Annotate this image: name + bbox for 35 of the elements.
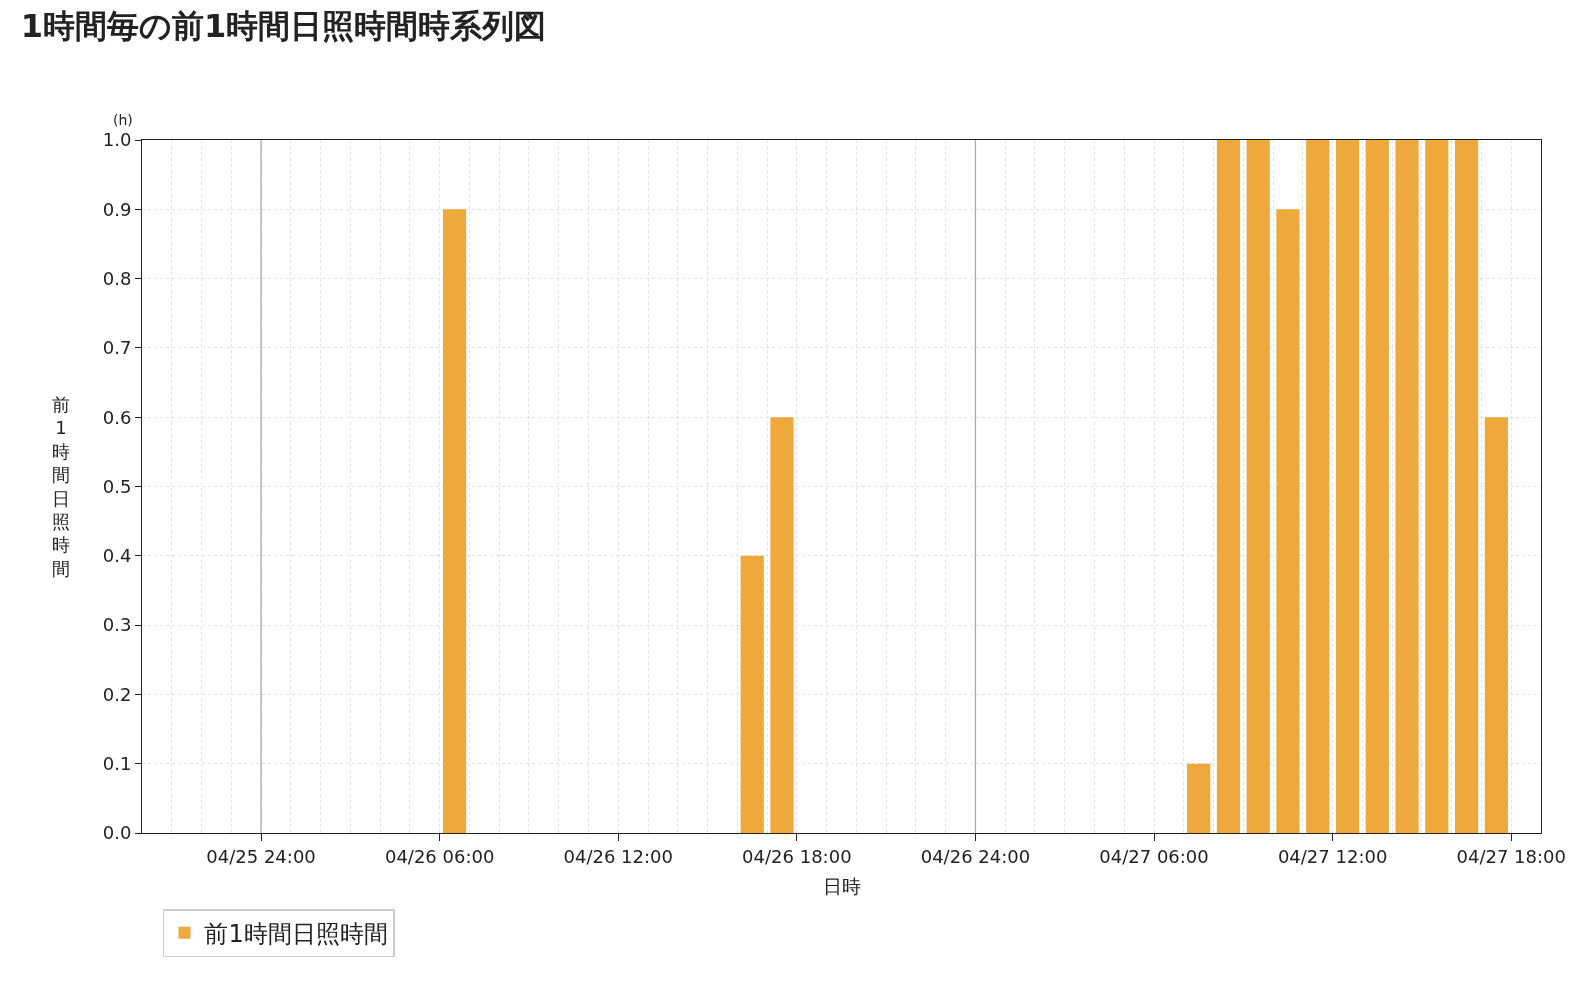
legend-label: 前1時間日照時間	[204, 920, 388, 949]
bar	[1484, 417, 1508, 833]
bar	[1187, 763, 1211, 833]
x-tick-label: 04/27 18:00	[1456, 845, 1566, 867]
x-tick-label: 04/27 06:00	[1099, 845, 1209, 867]
y-tick-label: 0.5	[102, 475, 132, 497]
bar	[1454, 140, 1479, 833]
y-tick-label: 0.0	[102, 822, 132, 844]
y-tick-label: 0.8	[102, 267, 132, 289]
chart-title: 1時間毎の前1時間日照時間時系列図	[20, 7, 547, 46]
y-axis-title: 前1時間日照時間	[52, 394, 70, 579]
x-axis-title: 日時	[822, 875, 861, 898]
x-tick-label: 04/26 18:00	[742, 845, 852, 867]
y-tick-label: 0.7	[102, 337, 132, 359]
y-tick-label: 0.6	[102, 406, 132, 428]
x-tick-label: 04/26 06:00	[384, 845, 495, 867]
y-tick-label: 0.4	[102, 545, 132, 567]
bar	[1395, 140, 1419, 833]
y-tick-label: 0.3	[102, 614, 132, 636]
x-tick-label: 04/26 24:00	[920, 845, 1031, 867]
y-tick-label: 1.0	[102, 129, 132, 151]
bar	[1425, 140, 1449, 833]
bar	[1216, 140, 1241, 833]
x-tick-label: 04/25 24:00	[206, 845, 316, 867]
bar	[1306, 140, 1330, 833]
bar	[1365, 140, 1389, 833]
bar	[1246, 140, 1270, 833]
x-tick-label: 04/26 12:00	[563, 845, 673, 867]
y-tick-label: 0.9	[102, 198, 132, 220]
x-tick-label: 04/27 12:00	[1277, 845, 1388, 867]
y-tick-label: 0.2	[102, 683, 132, 705]
y-tick-label: 0.1	[102, 753, 132, 774]
text: (h)	[113, 112, 133, 128]
bar	[1276, 209, 1300, 833]
bar	[1335, 140, 1360, 833]
